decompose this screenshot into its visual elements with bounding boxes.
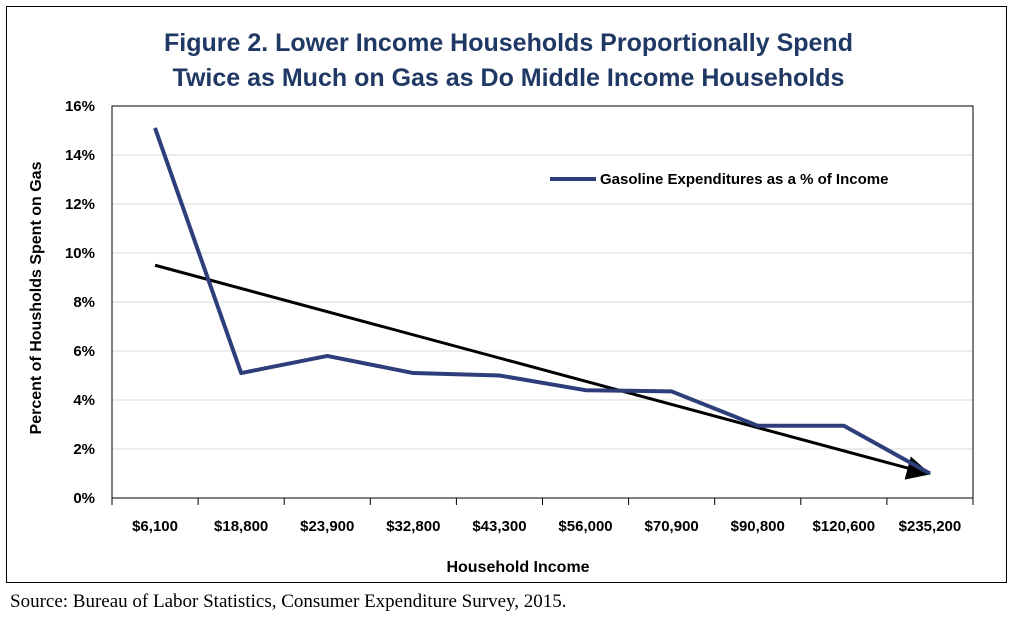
legend: Gasoline Expenditures as a % of Income <box>550 171 888 188</box>
data-point <box>843 425 845 427</box>
axes <box>111 105 974 505</box>
x-tick-label: $6,100 <box>132 518 178 535</box>
y-tick-label: 0% <box>73 490 95 507</box>
series-layer <box>153 127 931 480</box>
trendline-arrow <box>154 263 931 480</box>
y-tick-label: 2% <box>73 441 95 458</box>
source-note: Source: Bureau of Labor Statistics, Cons… <box>10 591 567 612</box>
x-tick-label: $70,900 <box>645 518 699 535</box>
data-point <box>498 375 500 376</box>
y-tick-label: 16% <box>65 98 95 115</box>
x-tick-label: $56,000 <box>558 518 612 535</box>
data-point <box>585 389 587 391</box>
chart-title-line-2: Twice as Much on Gas as Do Middle Income… <box>172 64 845 92</box>
y-tick-label: 6% <box>73 343 95 360</box>
data-point <box>412 372 414 374</box>
x-tick-label: $18,800 <box>214 518 268 535</box>
x-tick-label: $90,800 <box>731 518 785 535</box>
series-line-gasoline <box>153 127 931 476</box>
legend-label: Gasoline Expenditures as a % of Income <box>600 171 888 188</box>
data-point <box>326 355 328 357</box>
y-tick-labels: 0% 2% 4% 6% 8% 10% 12% 14% 16% <box>65 98 95 507</box>
y-tick-label: 14% <box>65 147 95 164</box>
x-tick-label: $23,900 <box>300 518 354 535</box>
gridlines <box>112 154 973 450</box>
data-point <box>757 425 759 427</box>
y-tick-label: 4% <box>73 392 95 409</box>
y-tick-label: 10% <box>65 245 95 262</box>
x-tick-label: $43,300 <box>472 518 526 535</box>
data-point <box>154 127 156 129</box>
chart-title-line-1: Figure 2. Lower Income Households Propor… <box>164 29 853 57</box>
y-tick-label: 8% <box>73 294 95 311</box>
y-tick-label: 12% <box>65 196 95 213</box>
x-tick-labels: $6,100 $18,800 $23,900 $32,800 $43,300 $56,00… <box>132 518 961 535</box>
x-tick-label: $235,200 <box>899 518 962 535</box>
data-point <box>671 390 673 392</box>
x-tick-label: $32,800 <box>386 518 440 535</box>
x-axis-title: Household Income <box>446 559 589 576</box>
chart-title: Figure 2. Lower Income Households Propor… <box>0 26 1017 96</box>
chart-frame <box>6 6 1007 583</box>
x-tick-label: $120,600 <box>813 518 876 535</box>
data-point <box>240 372 242 374</box>
data-point <box>929 473 931 474</box>
y-axis-title: Percent of Housholds Spent on Gas <box>28 161 45 434</box>
